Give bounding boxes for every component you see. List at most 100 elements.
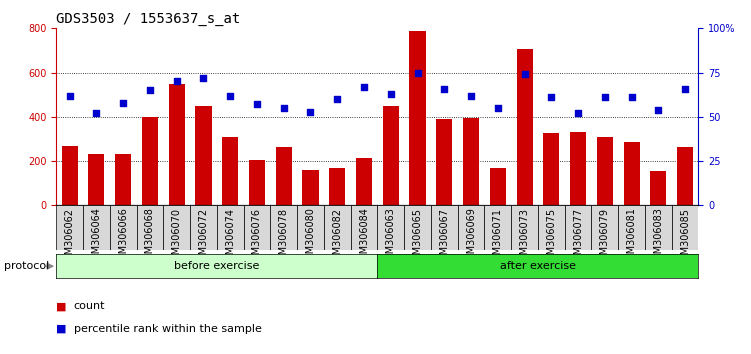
Bar bbox=[511, 205, 538, 250]
Text: GSM306076: GSM306076 bbox=[252, 207, 262, 267]
Bar bbox=[543, 133, 559, 205]
Bar bbox=[137, 205, 163, 250]
Bar bbox=[383, 106, 399, 205]
Bar bbox=[431, 205, 457, 250]
Point bbox=[278, 105, 290, 111]
Bar bbox=[217, 205, 243, 250]
Point bbox=[251, 102, 263, 107]
Bar bbox=[195, 106, 212, 205]
Bar bbox=[115, 154, 131, 205]
Bar bbox=[618, 205, 645, 250]
Bar bbox=[142, 117, 158, 205]
Bar bbox=[570, 132, 586, 205]
Text: GSM306081: GSM306081 bbox=[626, 207, 637, 267]
Text: GSM306065: GSM306065 bbox=[412, 207, 423, 267]
Text: GSM306074: GSM306074 bbox=[225, 207, 235, 267]
Point bbox=[572, 110, 584, 116]
Point bbox=[412, 70, 424, 75]
Bar bbox=[377, 205, 404, 250]
Bar bbox=[243, 205, 270, 250]
Text: GSM306071: GSM306071 bbox=[493, 207, 502, 267]
Text: GSM306084: GSM306084 bbox=[359, 207, 369, 267]
Point bbox=[331, 96, 343, 102]
Text: ■: ■ bbox=[56, 301, 67, 311]
Text: GSM306070: GSM306070 bbox=[172, 207, 182, 267]
Bar bbox=[677, 147, 693, 205]
Bar bbox=[303, 170, 318, 205]
Bar bbox=[163, 205, 190, 250]
Point bbox=[144, 87, 156, 93]
Text: GSM306083: GSM306083 bbox=[653, 207, 663, 267]
Text: GSM306075: GSM306075 bbox=[546, 207, 556, 267]
Text: GSM306066: GSM306066 bbox=[118, 207, 128, 267]
Text: before exercise: before exercise bbox=[174, 261, 260, 271]
Bar bbox=[597, 137, 613, 205]
Point bbox=[465, 93, 477, 98]
Text: GSM306069: GSM306069 bbox=[466, 207, 476, 267]
Bar bbox=[276, 147, 292, 205]
Point bbox=[492, 105, 504, 111]
Bar bbox=[351, 205, 377, 250]
Text: count: count bbox=[74, 301, 105, 311]
Text: after exercise: after exercise bbox=[500, 261, 576, 271]
Point bbox=[599, 95, 611, 100]
Text: GSM306072: GSM306072 bbox=[198, 207, 209, 267]
Bar bbox=[645, 205, 671, 250]
Point bbox=[545, 95, 557, 100]
Text: GSM306068: GSM306068 bbox=[145, 207, 155, 267]
Point bbox=[653, 107, 665, 113]
Bar bbox=[62, 145, 78, 205]
Bar bbox=[56, 205, 83, 250]
Point bbox=[358, 84, 370, 90]
Bar bbox=[329, 168, 345, 205]
Text: GSM306079: GSM306079 bbox=[600, 207, 610, 267]
Bar bbox=[463, 118, 479, 205]
Text: GSM306063: GSM306063 bbox=[386, 207, 396, 267]
Bar bbox=[222, 137, 238, 205]
Point bbox=[385, 91, 397, 97]
Point bbox=[225, 93, 237, 98]
Bar bbox=[592, 205, 618, 250]
Bar bbox=[517, 49, 532, 205]
Bar bbox=[484, 205, 511, 250]
Point bbox=[170, 79, 182, 84]
Text: GDS3503 / 1553637_s_at: GDS3503 / 1553637_s_at bbox=[56, 12, 240, 26]
Text: GSM306077: GSM306077 bbox=[573, 207, 583, 267]
Bar bbox=[249, 160, 265, 205]
Point bbox=[304, 109, 316, 114]
Bar bbox=[538, 205, 565, 250]
Text: protocol: protocol bbox=[4, 261, 49, 271]
Bar bbox=[671, 205, 698, 250]
Bar bbox=[190, 205, 217, 250]
Bar bbox=[324, 205, 351, 250]
Text: GSM306064: GSM306064 bbox=[92, 207, 101, 267]
Text: GSM306085: GSM306085 bbox=[680, 207, 690, 267]
Bar bbox=[83, 205, 110, 250]
Text: GSM306080: GSM306080 bbox=[306, 207, 315, 267]
Bar bbox=[356, 158, 372, 205]
Point bbox=[117, 100, 129, 105]
Point bbox=[439, 86, 451, 91]
Bar bbox=[436, 119, 452, 205]
Bar bbox=[650, 171, 666, 205]
Bar bbox=[457, 205, 484, 250]
Bar bbox=[623, 142, 640, 205]
Bar bbox=[490, 168, 506, 205]
Bar bbox=[110, 205, 137, 250]
Bar bbox=[169, 84, 185, 205]
Point bbox=[626, 95, 638, 100]
Text: GSM306062: GSM306062 bbox=[65, 207, 74, 267]
Text: GSM306073: GSM306073 bbox=[520, 207, 529, 267]
Bar bbox=[404, 205, 431, 250]
Point bbox=[64, 93, 76, 98]
Bar bbox=[89, 154, 104, 205]
Text: percentile rank within the sample: percentile rank within the sample bbox=[74, 324, 261, 333]
Bar bbox=[297, 205, 324, 250]
Text: ■: ■ bbox=[56, 324, 67, 333]
Bar bbox=[270, 205, 297, 250]
Text: GSM306082: GSM306082 bbox=[332, 207, 342, 267]
Point bbox=[198, 75, 210, 81]
Point bbox=[679, 86, 691, 91]
Bar bbox=[565, 205, 592, 250]
Bar bbox=[409, 30, 426, 205]
